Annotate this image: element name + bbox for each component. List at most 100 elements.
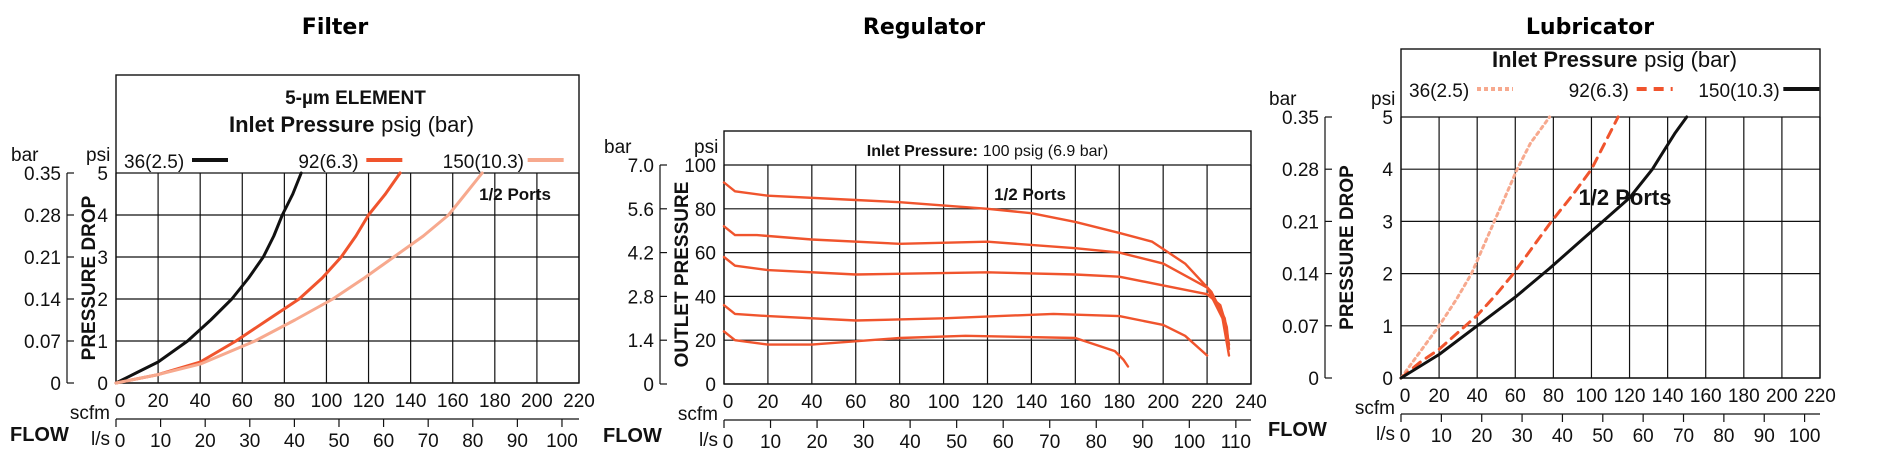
ls-tick-label: 10	[150, 431, 171, 452]
legend-label: 150(10.3)	[1698, 81, 1779, 102]
ls-tick-label: 90	[1754, 426, 1775, 447]
inlet-pressure-unit: psig (bar)	[381, 112, 474, 137]
ls-unit-label: l/s	[1376, 424, 1395, 445]
series-line-36(2.5)	[114, 171, 303, 385]
series-line-36(2.5)	[1399, 115, 1552, 380]
series-line-92(6.3)	[114, 171, 402, 385]
x-tick-label: 140	[1016, 392, 1048, 413]
chart-title: Regulator	[863, 15, 985, 40]
x-tick-label: 220	[563, 391, 595, 412]
bar-tick-label: 0.07	[24, 332, 61, 353]
ls-tick-label: 100	[546, 431, 578, 452]
series-line-2	[722, 225, 1231, 357]
series-line-3	[722, 255, 1231, 351]
x-tick-label: 0	[115, 391, 126, 412]
x-tick-label: 60	[1505, 386, 1526, 407]
bar-tick-label: 4.2	[628, 244, 654, 265]
bar-tick-label: 0.28	[1282, 160, 1319, 181]
x-tick-label: 120	[1614, 386, 1646, 407]
ls-tick-label: 90	[1132, 432, 1153, 453]
bar-tick-label: 2.8	[628, 287, 654, 308]
x-axis-label: FLOW	[603, 425, 662, 447]
y-tick-label: 4	[97, 206, 108, 227]
ports-note: 1/2 Ports	[479, 185, 551, 204]
chart-title: Filter	[302, 15, 369, 40]
inlet-pressure-bold: Inlet Pressure:	[867, 143, 978, 160]
ls-tick-label: 10	[1431, 426, 1452, 447]
bar-tick-label: 0.21	[24, 248, 61, 269]
ls-tick-label: 20	[195, 431, 216, 452]
bar-tick-label: 0.21	[1282, 212, 1319, 233]
bar-unit-label: bar	[1269, 89, 1297, 110]
x-tick-label: 180	[1103, 392, 1135, 413]
x-axis-label: FLOW	[1268, 419, 1327, 441]
bar-tick-label: 0.14	[24, 290, 61, 311]
y-tick-label: 80	[695, 200, 716, 221]
x-tick-label: 220	[1191, 392, 1223, 413]
ls-tick-label: 50	[1592, 426, 1613, 447]
ls-tick-label: 20	[1471, 426, 1492, 447]
ls-tick-label: 20	[806, 432, 827, 453]
scfm-unit-label: scfm	[70, 403, 110, 424]
inlet-pressure-unit: psig (bar)	[1644, 47, 1737, 72]
series-line-5	[722, 330, 1130, 368]
ls-tick-label: 40	[900, 432, 921, 453]
box-title: 5-µm ELEMENT	[285, 88, 426, 109]
bar-tick-label: 0.35	[1282, 108, 1319, 129]
plot-frame	[1400, 48, 1821, 379]
x-tick-label: 40	[190, 391, 211, 412]
y-tick-label: 2	[1382, 265, 1393, 286]
y-tick-label: 60	[695, 244, 716, 265]
x-tick-label: 180	[1728, 386, 1760, 407]
inlet-pressure-bold: Inlet Pressure	[1492, 47, 1638, 72]
x-tick-label: 220	[1804, 386, 1836, 407]
series-line-150(10.3)	[114, 171, 484, 385]
x-tick-label: 20	[757, 392, 778, 413]
ls-tick-label: 60	[373, 431, 394, 452]
ls-tick-label: 80	[1713, 426, 1734, 447]
y-tick-label: 5	[97, 164, 108, 185]
bar-tick-label: 0.35	[24, 164, 61, 185]
ls-tick-label: 0	[115, 431, 126, 452]
x-tick-label: 40	[801, 392, 822, 413]
y-tick-label: 100	[684, 156, 716, 177]
x-tick-label: 60	[232, 391, 253, 412]
x-tick-label: 20	[1429, 386, 1450, 407]
scfm-unit-label: scfm	[1355, 398, 1395, 419]
ls-tick-label: 60	[1633, 426, 1654, 447]
legend-label: 92(6.3)	[298, 152, 358, 173]
x-tick-label: 180	[479, 391, 511, 412]
ls-tick-label: 30	[239, 431, 260, 452]
psi-unit-label: psi	[86, 145, 110, 166]
x-tick-label: 140	[1652, 386, 1684, 407]
y-axis-label: PRESSURE DROP	[79, 195, 100, 360]
ls-tick-label: 40	[284, 431, 305, 452]
x-axis-label: FLOW	[10, 424, 69, 446]
x-tick-label: 140	[395, 391, 427, 412]
x-tick-label: 160	[1690, 386, 1722, 407]
bar-unit-label: bar	[604, 137, 632, 158]
bar-tick-label: 1.4	[628, 331, 655, 352]
series-line-4	[722, 304, 1209, 357]
legend-label: 36(2.5)	[124, 152, 184, 173]
ls-tick-label: 90	[507, 431, 528, 452]
y-tick-label: 3	[97, 248, 108, 269]
series-line-150(10.3)	[1399, 115, 1689, 380]
ls-tick-label: 30	[853, 432, 874, 453]
ls-unit-label: l/s	[91, 429, 110, 450]
ls-unit-label: l/s	[699, 430, 718, 451]
inlet-pressure-bold: Inlet Pressure	[229, 112, 375, 137]
x-tick-label: 200	[1766, 386, 1798, 407]
series-line-1	[722, 181, 1231, 346]
y-tick-label: 4	[1382, 160, 1393, 181]
y-tick-label: 2	[97, 290, 108, 311]
ls-tick-label: 0	[1400, 426, 1411, 447]
y-tick-label: 40	[695, 287, 716, 308]
bar-tick-label: 5.6	[628, 200, 654, 221]
y-tick-label: 1	[97, 332, 108, 353]
y-tick-label: 0	[1382, 369, 1393, 390]
ls-tick-label: 50	[328, 431, 349, 452]
legend-label: 36(2.5)	[1409, 81, 1469, 102]
x-tick-label: 240	[1235, 392, 1267, 413]
